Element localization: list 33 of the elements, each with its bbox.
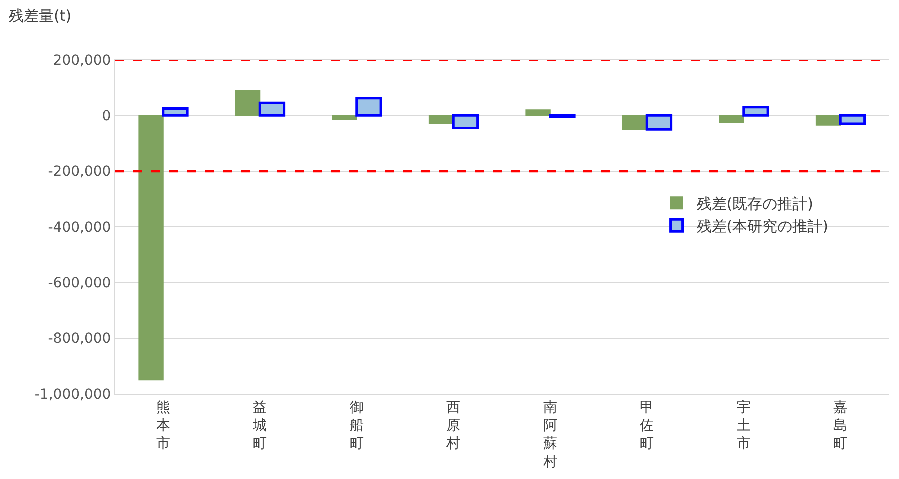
x-tick-label: 嘉島町 (834, 400, 848, 452)
bar (839, 114, 866, 126)
legend-label: 残差(既存の推計) (696, 195, 814, 214)
y-axis-title: 残差量(t) (9, 7, 72, 25)
bar (816, 115, 842, 126)
y-tick-label: -600,000 (48, 276, 112, 292)
y-tick-label: -800,000 (48, 331, 112, 348)
x-tick-label: 益城町 (252, 400, 268, 452)
x-tick-label: 南阿蘇村 (542, 400, 558, 470)
bar (526, 110, 551, 116)
legend-label: 残差(本研究の推計) (696, 218, 829, 236)
bar (622, 115, 648, 130)
y-tick-label: -1,000,000 (34, 386, 112, 403)
x-tick-label: 西原村 (446, 400, 461, 452)
y-tick-label: 0 (102, 108, 112, 125)
y-tick-label: -400,000 (48, 220, 112, 236)
x-tick-label: 甲佐町 (640, 400, 654, 452)
bar (646, 114, 673, 131)
bar (356, 97, 382, 117)
x-tick-label: 御船町 (350, 400, 364, 452)
y-tick-label: -200,000 (48, 164, 112, 180)
bar (258, 102, 286, 117)
y-tick-label: 200,000 (53, 52, 112, 69)
bar (742, 106, 770, 117)
bar (162, 107, 189, 117)
bar (428, 115, 454, 125)
bar (235, 90, 261, 116)
x-tick-label: 熊本市 (156, 400, 170, 452)
x-tick-label: 宇土市 (736, 400, 751, 452)
bar (332, 115, 358, 120)
bar (719, 115, 744, 124)
bar (452, 114, 480, 130)
bar (138, 115, 164, 381)
